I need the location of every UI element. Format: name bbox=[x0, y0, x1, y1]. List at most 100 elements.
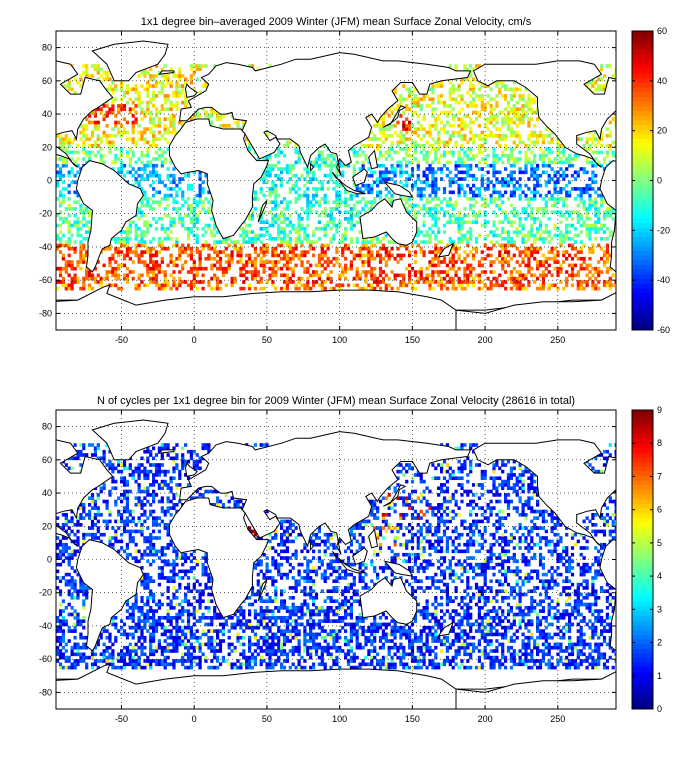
data-cell bbox=[76, 619, 80, 623]
data-cell bbox=[378, 150, 383, 155]
data-cell bbox=[131, 619, 135, 623]
data-cell bbox=[408, 127, 412, 131]
data-cell bbox=[163, 137, 167, 141]
data-cell bbox=[67, 466, 71, 471]
data-cell bbox=[317, 157, 322, 161]
data-cell bbox=[175, 286, 179, 291]
data-cell bbox=[381, 173, 386, 178]
data-cell bbox=[152, 104, 156, 108]
data-cell bbox=[131, 519, 135, 524]
data-cell bbox=[166, 74, 170, 78]
data-cell bbox=[399, 140, 403, 145]
data-cell bbox=[131, 260, 135, 264]
data-cell bbox=[117, 253, 121, 258]
data-cell bbox=[585, 210, 589, 215]
data-cell bbox=[76, 549, 80, 554]
data-cell bbox=[306, 210, 310, 215]
data-cell bbox=[515, 283, 519, 288]
data-cell bbox=[242, 263, 246, 268]
data-cell bbox=[562, 286, 566, 291]
data-cell bbox=[521, 240, 525, 244]
data-cell bbox=[67, 170, 71, 175]
data-cell bbox=[608, 144, 612, 148]
data-cell bbox=[192, 87, 196, 92]
data-cell bbox=[498, 193, 502, 198]
data-cell bbox=[192, 170, 196, 175]
data-cell bbox=[73, 609, 77, 613]
data-cell bbox=[120, 463, 124, 467]
data-cell bbox=[445, 270, 450, 274]
data-cell bbox=[306, 237, 310, 241]
data-cell bbox=[378, 117, 383, 122]
data-cell bbox=[140, 110, 144, 115]
data-cell bbox=[76, 519, 80, 524]
data-cell bbox=[73, 549, 77, 554]
data-cell bbox=[338, 190, 342, 195]
data-cell bbox=[553, 283, 557, 288]
data-cell bbox=[367, 240, 371, 244]
data-cell bbox=[128, 160, 132, 165]
data-cell bbox=[297, 253, 301, 258]
data-cell bbox=[495, 276, 499, 281]
data-cell bbox=[56, 639, 60, 643]
data-cell bbox=[105, 124, 109, 128]
data-cell bbox=[125, 240, 130, 244]
data-cell bbox=[154, 173, 159, 178]
data-cell bbox=[530, 170, 534, 175]
data-cell bbox=[70, 529, 74, 534]
data-cell bbox=[390, 197, 394, 201]
data-cell bbox=[186, 100, 191, 105]
data-cell bbox=[515, 227, 519, 231]
data-cell bbox=[285, 217, 290, 221]
data-cell bbox=[591, 246, 595, 251]
data-cell bbox=[591, 203, 595, 208]
data-cell bbox=[56, 556, 60, 560]
data-cell bbox=[189, 74, 194, 78]
data-cell bbox=[76, 652, 80, 657]
data-cell bbox=[524, 110, 528, 115]
data-cell bbox=[588, 160, 592, 165]
x-tick-label: 250 bbox=[550, 335, 565, 345]
data-cell bbox=[579, 197, 583, 201]
data-cell bbox=[463, 137, 467, 141]
data-cell bbox=[143, 130, 147, 135]
data-cell bbox=[597, 207, 601, 211]
data-cell bbox=[186, 197, 191, 201]
data-cell bbox=[67, 84, 71, 88]
data-cell bbox=[70, 276, 74, 281]
data-cell bbox=[413, 94, 418, 98]
data-cell bbox=[352, 163, 356, 168]
data-cell bbox=[533, 193, 537, 198]
data-cell bbox=[317, 203, 322, 208]
data-cell bbox=[498, 127, 502, 131]
data-cell bbox=[390, 147, 394, 151]
data-cell bbox=[248, 260, 252, 264]
data-cell bbox=[128, 513, 132, 517]
data-cell bbox=[274, 183, 278, 188]
data-cell bbox=[570, 173, 575, 178]
data-cell bbox=[64, 217, 68, 221]
data-cell bbox=[533, 170, 537, 175]
data-cell bbox=[67, 572, 71, 577]
data-cell bbox=[408, 273, 412, 278]
data-cell bbox=[454, 163, 458, 168]
data-cell bbox=[527, 237, 531, 241]
data-cell bbox=[303, 266, 307, 271]
data-cell bbox=[463, 193, 467, 198]
data-cell bbox=[387, 134, 391, 138]
data-cell bbox=[428, 283, 432, 288]
data-cell bbox=[64, 160, 68, 165]
data-cell bbox=[425, 160, 429, 165]
data-cell bbox=[381, 163, 386, 168]
data-cell bbox=[137, 94, 141, 98]
data-cell bbox=[245, 253, 249, 258]
data-cell bbox=[125, 120, 130, 125]
data-cell bbox=[361, 183, 365, 188]
data-cell bbox=[570, 273, 575, 278]
data-cell bbox=[341, 170, 345, 175]
coastline bbox=[383, 181, 414, 198]
data-cell bbox=[437, 140, 441, 145]
data-cell bbox=[602, 217, 607, 221]
data-cell bbox=[361, 167, 365, 171]
data-cell bbox=[134, 503, 138, 507]
